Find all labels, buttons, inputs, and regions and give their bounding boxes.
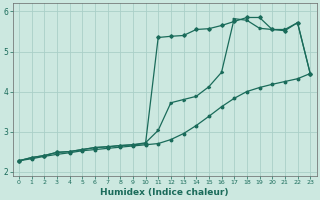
X-axis label: Humidex (Indice chaleur): Humidex (Indice chaleur) [100,188,229,197]
